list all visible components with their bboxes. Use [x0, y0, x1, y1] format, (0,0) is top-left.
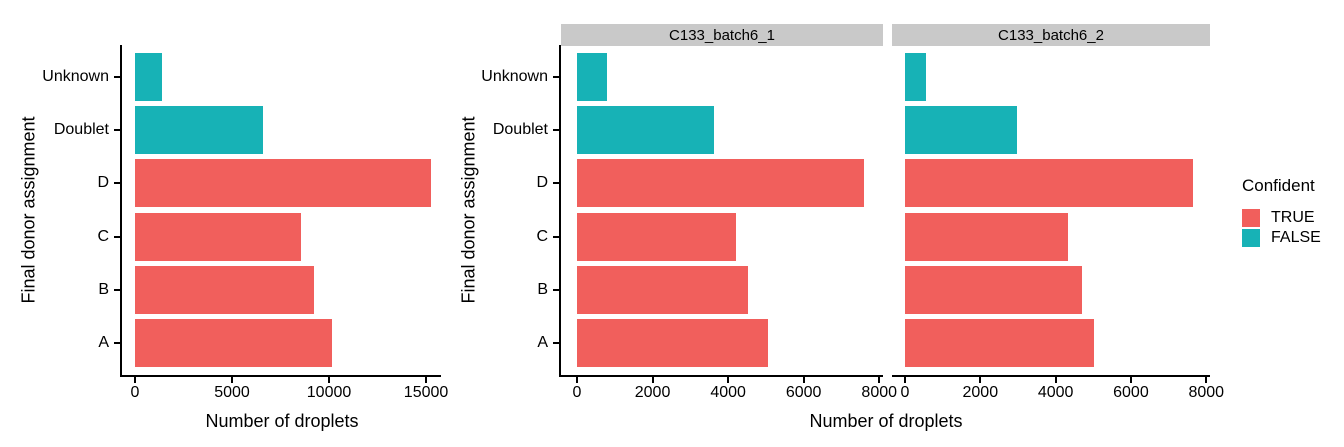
x-tick-mark [1054, 377, 1057, 383]
bar-combined-doublet [135, 106, 264, 155]
y-axis-line-combined [120, 45, 122, 377]
bar-facet-2-unknown [905, 52, 927, 101]
x-tick-mark [328, 377, 331, 383]
bar-facet-2-a [905, 319, 1095, 367]
y-tick-label-doublet: Doublet [492, 121, 548, 139]
bar-facet-1-c [577, 212, 737, 261]
legend-label-true: TRUE [1271, 208, 1315, 226]
bar-facet-2-b [905, 265, 1082, 314]
x-tick-mark [802, 377, 805, 383]
x-tick-label: 0 [130, 384, 140, 401]
y-tick-mark [114, 75, 120, 78]
bar-facet-2-d [905, 159, 1194, 208]
x-tick-label: 6000 [1113, 384, 1149, 401]
bar-facet-1-b [577, 265, 749, 314]
x-tick-label: 10000 [306, 384, 352, 401]
bar-facet-1-a [577, 319, 768, 367]
x-tick-mark [904, 377, 906, 383]
legend-label-false: FALSE [1271, 228, 1321, 246]
y-axis-line-facet-1 [559, 45, 561, 377]
bar-facet-1-unknown [577, 52, 608, 101]
legend-swatch-true [1242, 208, 1260, 227]
x-tick-mark [231, 377, 234, 383]
bar-combined-c [135, 212, 302, 261]
x-tick-mark [727, 377, 730, 383]
y-tick-label-d: D [97, 174, 109, 192]
y-tick-mark [114, 235, 120, 238]
x-tick-mark [425, 377, 428, 383]
y-tick-label-doublet: Doublet [53, 121, 109, 139]
x-tick-label: 0 [572, 384, 582, 401]
x-tick-label: 6000 [785, 384, 822, 401]
x-tick-mark [1205, 377, 1208, 383]
bar-combined-d [135, 159, 432, 208]
x-tick-mark [878, 377, 881, 383]
y-tick-label-d: D [536, 174, 548, 192]
x-tick-label: 4000 [710, 384, 746, 401]
bar-facet-1-doublet [577, 106, 715, 155]
bar-facet-2-c [905, 212, 1069, 261]
facet-strip-facet-1: C133_batch6_1 [561, 24, 883, 46]
y-tick-mark [553, 342, 559, 345]
y-tick-label-unknown: Unknown [42, 67, 109, 85]
bar-combined-a [135, 319, 332, 367]
y-tick-label-b: B [98, 280, 109, 298]
right-x-axis-title: Number of droplets [809, 411, 963, 431]
x-tick-label: 8000 [861, 384, 898, 401]
y-tick-mark [553, 288, 559, 291]
x-tick-label: 8000 [1188, 384, 1225, 401]
y-tick-mark [553, 75, 559, 78]
x-tick-mark [1129, 377, 1132, 383]
facet-strip-facet-2: C133_batch6_2 [892, 24, 1210, 46]
bar-combined-unknown [135, 52, 162, 101]
bar-facet-1-d [577, 159, 865, 208]
legend-entry-false: FALSE [1242, 228, 1321, 247]
x-tick-label: 4000 [1037, 384, 1074, 401]
legend: Confident TRUE FALSE [1242, 176, 1321, 248]
y-tick-label-c: C [97, 227, 109, 245]
y-tick-mark [114, 342, 120, 345]
right-y-axis-title: Final donor assignment [458, 116, 479, 304]
y-tick-mark [553, 129, 559, 132]
y-tick-label-b: B [537, 280, 548, 298]
x-tick-label: 15000 [403, 384, 449, 401]
x-axis-line-facet-1 [559, 375, 883, 377]
y-tick-mark [553, 235, 559, 238]
x-tick-label: 2000 [634, 384, 671, 401]
x-axis-line-facet-2 [892, 375, 1210, 377]
x-tick-label: 2000 [962, 384, 999, 401]
left-x-axis-title: Number of droplets [205, 411, 359, 431]
facet-strip-label: C133_batch6_2 [998, 26, 1104, 44]
x-tick-label: 0 [900, 384, 910, 401]
y-tick-mark [114, 129, 120, 132]
y-tick-label-a: A [537, 334, 548, 352]
bar-combined-b [135, 265, 315, 314]
legend-title: Confident [1242, 176, 1315, 195]
x-tick-mark [134, 377, 136, 383]
y-tick-mark [114, 182, 120, 185]
x-tick-mark [651, 377, 654, 383]
facet-strip-label: C133_batch6_1 [669, 26, 775, 44]
y-tick-label-c: C [536, 227, 548, 245]
x-axis-line-combined [120, 375, 441, 377]
y-tick-label-a: A [98, 334, 109, 352]
x-tick-mark [979, 377, 982, 383]
left-y-axis-title: Final donor assignment [18, 116, 39, 304]
legend-entry-true: TRUE [1242, 208, 1321, 227]
x-tick-mark [576, 377, 578, 383]
y-tick-mark [114, 288, 120, 291]
y-tick-label-unknown: Unknown [481, 67, 548, 85]
y-tick-mark [553, 182, 559, 185]
bar-facet-2-doublet [905, 106, 1018, 155]
legend-swatch-false [1242, 228, 1260, 247]
x-tick-label: 5000 [214, 384, 250, 401]
